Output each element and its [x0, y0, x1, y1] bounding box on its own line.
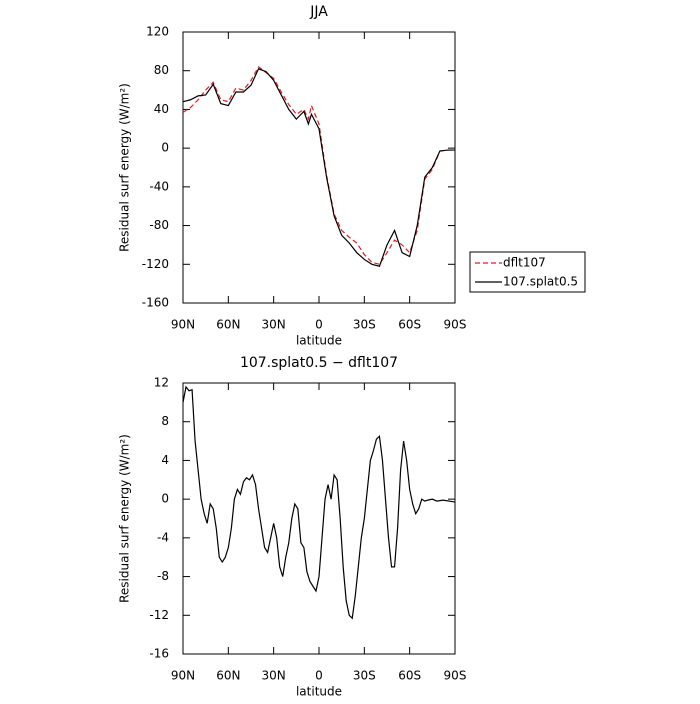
y-tick-label: -160: [142, 296, 169, 310]
y-tick-label: 80: [154, 63, 169, 77]
data-line: [182, 65, 455, 265]
legend-box: [469, 251, 586, 293]
plot-frame: [182, 31, 456, 304]
x-tick-label: 90S: [444, 318, 467, 332]
plot-frame: [182, 382, 456, 655]
x-tick-label: 60N: [216, 669, 240, 683]
y-tick-label: -16: [149, 647, 169, 661]
x-tick-label: 60S: [398, 318, 421, 332]
legend-label: 107.splat0.5: [503, 275, 578, 289]
y-axis-label: Residual surf energy (W/m²): [118, 434, 132, 603]
chart-title: JJA: [309, 4, 328, 20]
y-tick-label: 0: [161, 141, 169, 155]
x-tick-label: 30S: [353, 318, 376, 332]
x-axis-label: latitude: [296, 685, 342, 699]
x-tick-label: 90N: [171, 318, 195, 332]
y-tick-label: -120: [142, 257, 169, 271]
y-tick-label: -4: [157, 530, 169, 544]
y-tick-label: -40: [149, 179, 169, 193]
x-tick-label: 30S: [353, 669, 376, 683]
y-tick-label: -8: [157, 569, 169, 583]
x-tick-label: 60S: [398, 669, 421, 683]
y-axis-label: Residual surf energy (W/m²): [118, 83, 132, 252]
x-tick-label: 0: [315, 318, 323, 332]
y-tick-label: 0: [161, 492, 169, 506]
data-line: [182, 68, 455, 267]
x-tick-label: 30N: [262, 669, 286, 683]
y-tick-label: 12: [154, 376, 169, 390]
y-tick-label: -80: [149, 218, 169, 232]
x-tick-label: 0: [315, 669, 323, 683]
x-tick-label: 60N: [216, 318, 240, 332]
x-tick-label: 90S: [444, 669, 467, 683]
x-axis-label: latitude: [296, 334, 342, 348]
data-line: [182, 385, 456, 620]
x-tick-label: 90N: [171, 669, 195, 683]
legend-label: dflt107: [503, 256, 546, 270]
y-tick-label: 8: [161, 414, 169, 428]
x-tick-label: 30N: [262, 318, 286, 332]
y-tick-label: 120: [146, 25, 169, 39]
y-tick-label: 40: [154, 102, 169, 116]
y-tick-label: -12: [149, 608, 169, 622]
y-tick-label: 4: [161, 453, 169, 467]
chart-title: 107.splat0.5 − dflt107: [240, 355, 398, 371]
